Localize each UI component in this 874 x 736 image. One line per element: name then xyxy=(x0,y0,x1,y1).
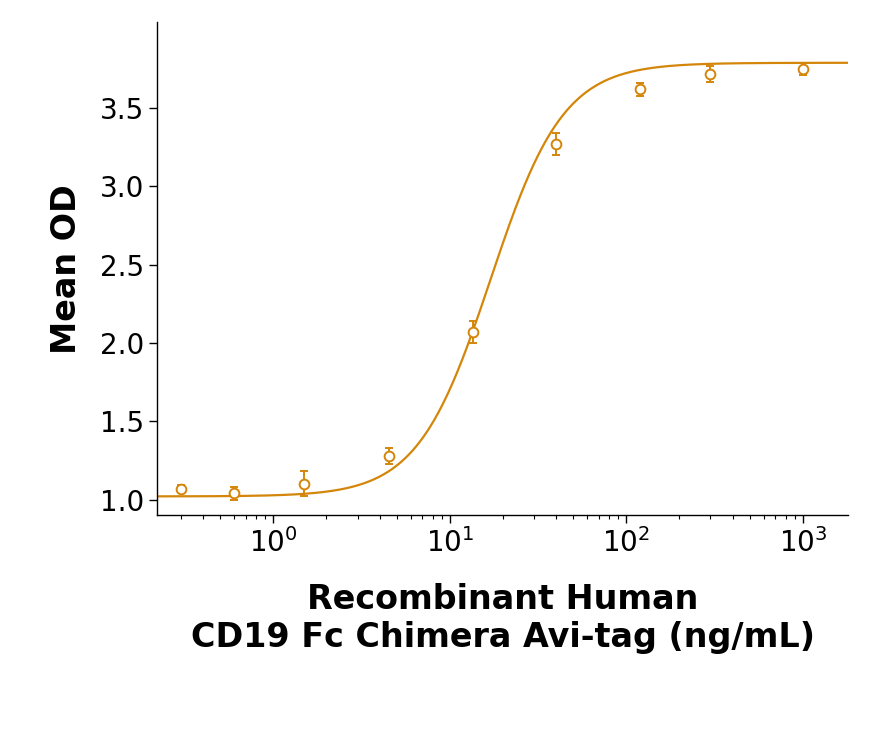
Y-axis label: Mean OD: Mean OD xyxy=(50,184,83,353)
X-axis label: Recombinant Human
CD19 Fc Chimera Avi-tag (ng/mL): Recombinant Human CD19 Fc Chimera Avi-ta… xyxy=(191,584,815,654)
